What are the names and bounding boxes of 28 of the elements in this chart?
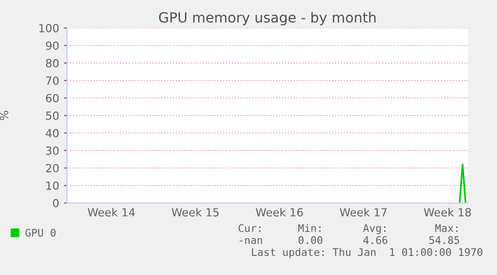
text: Avg:	[363, 224, 386, 234]
x-tick-label: Week 18	[424, 208, 471, 216]
x-tick-label: Week 17	[340, 208, 387, 216]
y-tick-label: 0	[53, 198, 59, 208]
text: 4.66	[363, 236, 388, 244]
y-tick-label: 70	[46, 76, 59, 85]
y-tick-label: 90	[46, 41, 59, 50]
y-tick-label: 50	[46, 111, 59, 120]
text: 54.85	[429, 236, 460, 244]
legend-label: GPU 0	[25, 228, 56, 237]
x-tick-label: Week 15	[172, 208, 219, 216]
chart-title: GPU memory usage - by month	[159, 12, 376, 26]
y-tick-label: 60	[46, 94, 59, 102]
y-tick-label: 40	[46, 128, 59, 138]
text: Last update: Thu Jan 1 01:00:00 1970	[252, 248, 482, 258]
y-tick-label: 80	[46, 58, 59, 68]
text: Min:	[298, 224, 320, 232]
text: -nan	[240, 238, 262, 244]
y-tick-label: 20	[46, 164, 59, 172]
text: 0.00	[298, 236, 322, 244]
text: Max:	[435, 224, 458, 232]
y-tick-label: 100	[39, 24, 59, 32]
text: Cur:	[238, 224, 260, 232]
x-tick-label: Week 16	[256, 208, 303, 216]
y-tick-label: 30	[46, 146, 59, 155]
y-tick-label: 10	[46, 181, 59, 190]
x-tick-label: Week 14	[88, 208, 135, 216]
y-axis-title: %	[0, 110, 8, 120]
